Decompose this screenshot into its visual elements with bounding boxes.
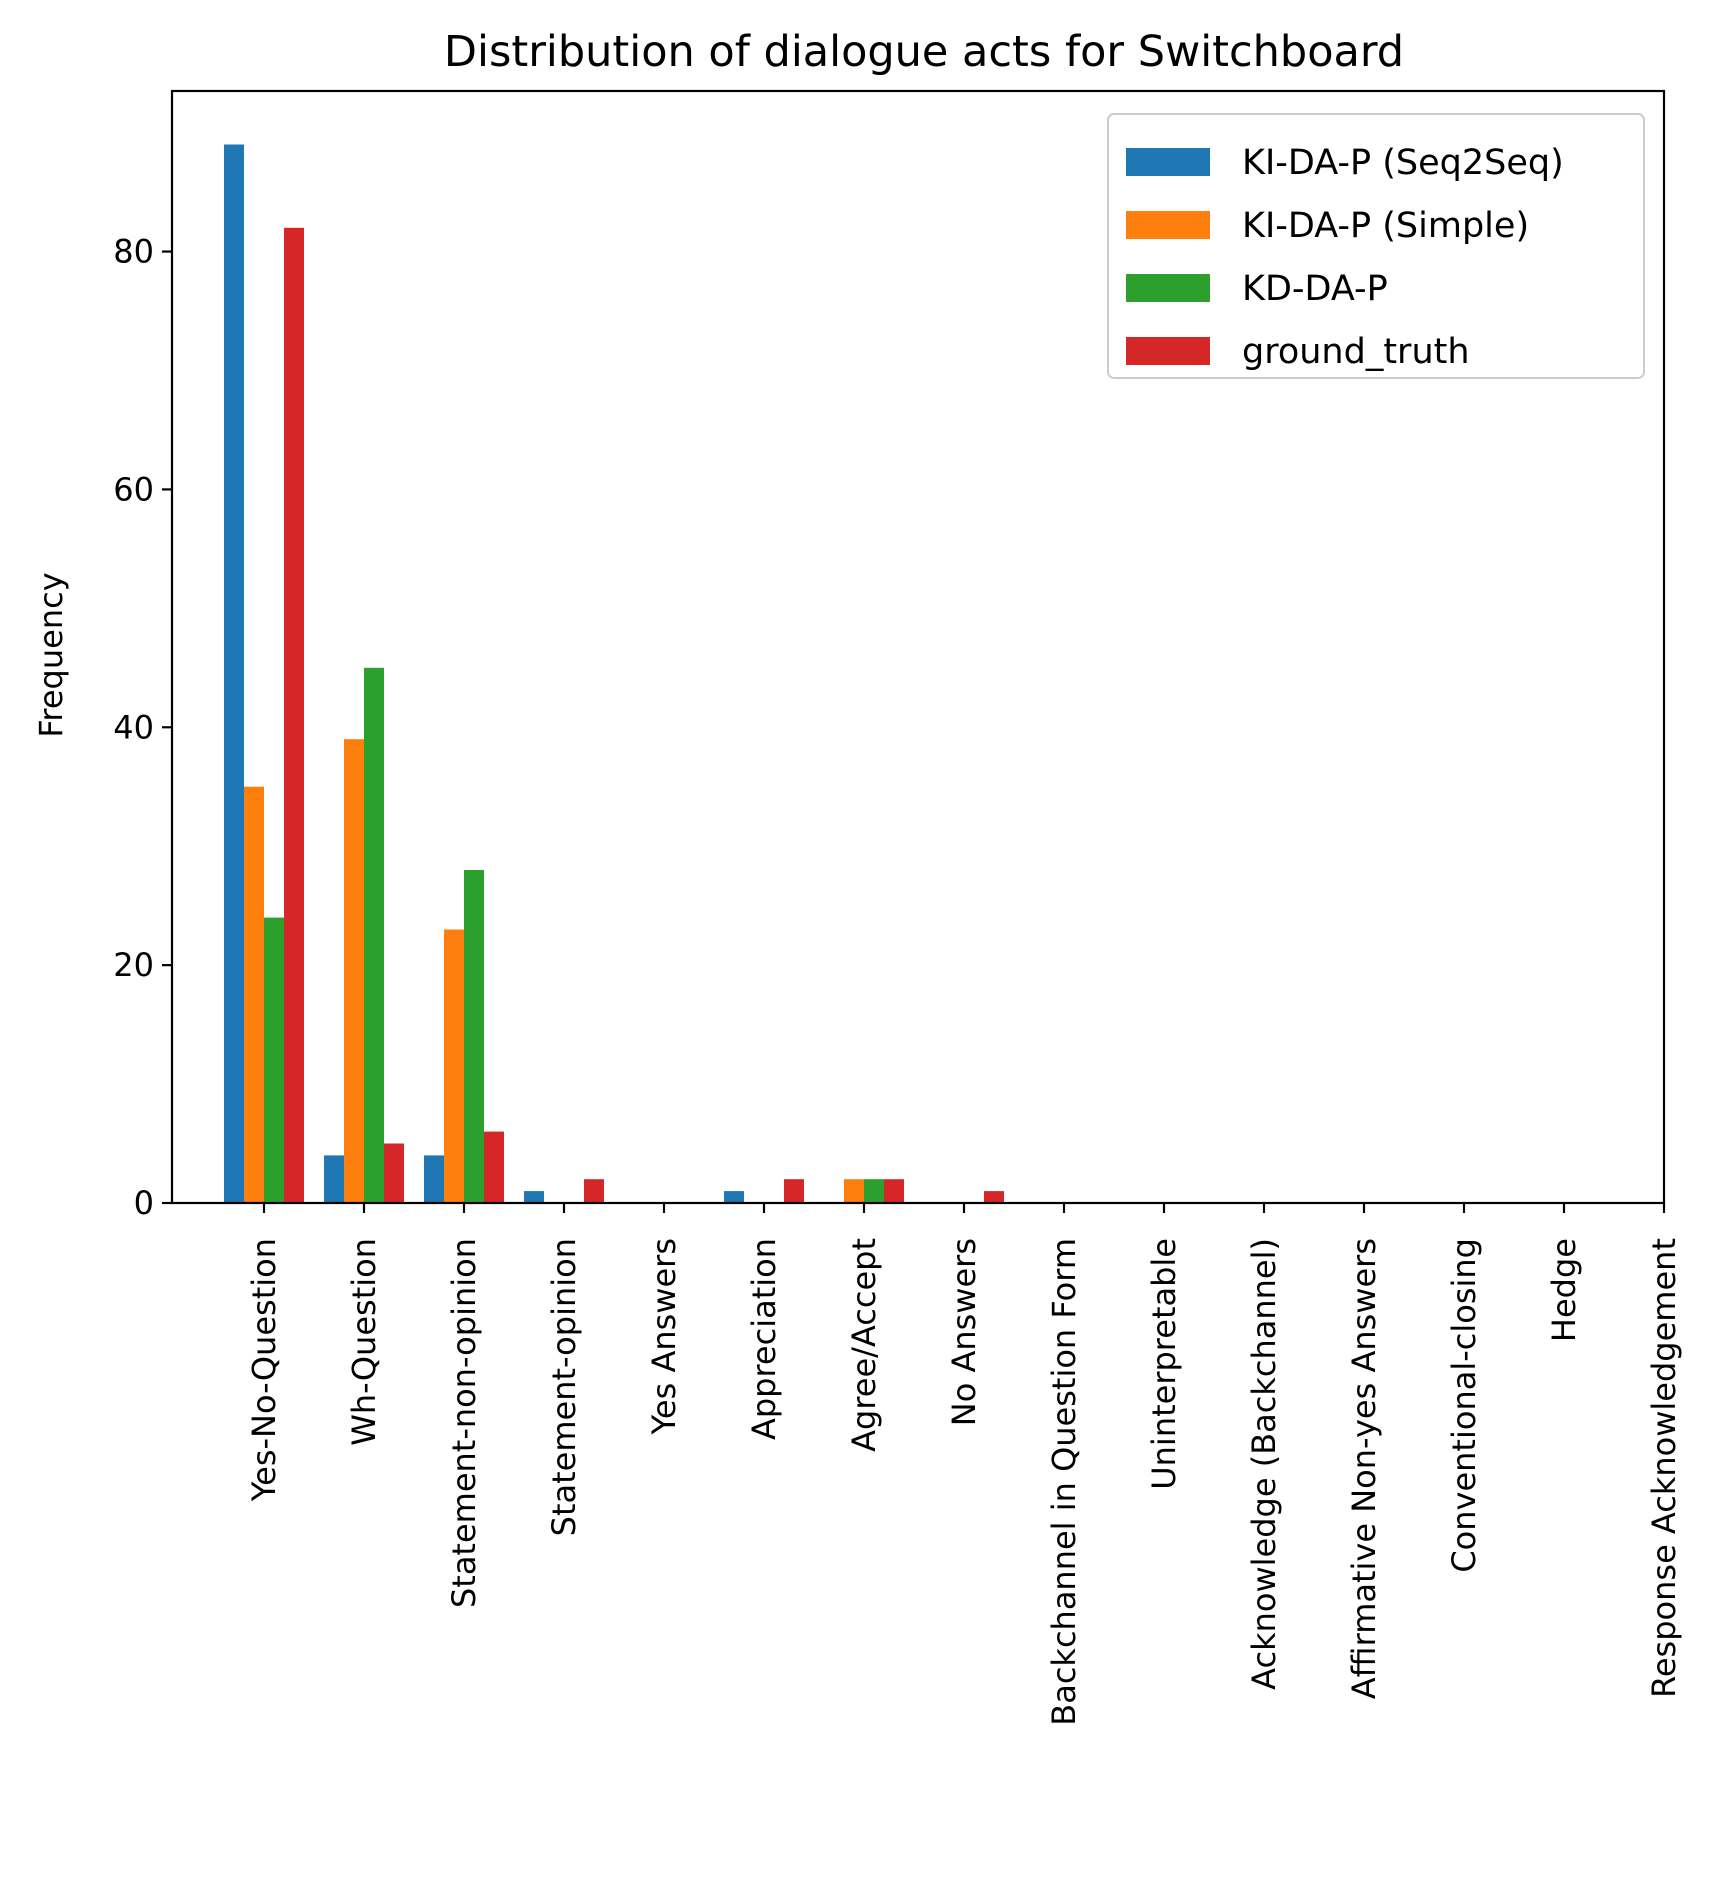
- bars-group: [224, 144, 1004, 1204]
- x-tick-label: Wh-Question: [345, 1238, 383, 1446]
- bar-ground-truth-statement-non-opinion: [484, 1131, 504, 1203]
- x-tick-label: Appreciation: [745, 1238, 783, 1440]
- x-tick-label: Response Acknowledgement: [1645, 1238, 1683, 1698]
- x-tick-label: Yes Answers: [645, 1238, 683, 1435]
- legend-label-ki-da-p-simple: KI-DA-P (Simple): [1242, 206, 1529, 246]
- legend-box: [1107, 113, 1645, 379]
- bar-ground-truth-yes-no-question: [284, 227, 304, 1204]
- bar-ki-da-p-seq2seq-statement-opinion: [524, 1191, 544, 1203]
- legend-label-ki-da-p-seq2seq: KI-DA-P (Seq2Seq): [1242, 143, 1564, 183]
- legend-swatch-ground-truth: [1126, 337, 1210, 365]
- legend: KI-DA-P (Seq2Seq) KI-DA-P (Simple) KD-DA-P…: [1107, 113, 1645, 379]
- x-tick-label: Backchannel in Question Form: [1045, 1238, 1083, 1726]
- x-tick-label: Conventional-closing: [1445, 1238, 1483, 1573]
- bar-ground-truth-agree-accept: [884, 1179, 904, 1203]
- bar-ki-da-p-seq2seq-appreciation: [724, 1191, 744, 1203]
- bar-ground-truth-no-answers: [984, 1191, 1004, 1203]
- y-axis-title: Frequency: [32, 572, 70, 737]
- bar-kd-da-p-agree-accept: [864, 1179, 884, 1203]
- x-axis: Yes-No-Question Wh-Question Statement-non-…: [245, 1203, 1683, 1726]
- plot-frame: [170, 89, 1666, 1205]
- bar-ki-da-p-simple-agree-accept: [844, 1179, 864, 1203]
- bar-ki-da-p-seq2seq-yes-no-question: [224, 144, 244, 1203]
- bar-ki-da-p-simple-yes-no-question: [244, 786, 264, 1203]
- bar-ki-da-p-seq2seq-statement-non-opinion: [424, 1155, 444, 1203]
- legend-swatch-ki-da-p-seq2seq: [1126, 148, 1210, 176]
- bar-ki-da-p-simple-wh-question: [344, 739, 364, 1203]
- bar-kd-da-p-yes-no-question: [264, 917, 284, 1203]
- x-tick-label: Statement-opinion: [545, 1238, 583, 1536]
- legend-swatch-kd-da-p: [1126, 274, 1210, 302]
- bar-kd-da-p-statement-non-opinion: [464, 870, 484, 1203]
- x-tick-label: Hedge: [1545, 1238, 1583, 1342]
- y-tick-label: 0: [134, 1184, 154, 1222]
- x-tick-label: Uninterpretable: [1145, 1238, 1183, 1490]
- x-tick-label: Affirmative Non-yes Answers: [1345, 1238, 1383, 1699]
- bar-ground-truth-statement-opinion: [584, 1179, 604, 1203]
- y-tick-label: 80: [113, 233, 154, 271]
- y-axis: 0 20 40 60 80: [113, 233, 172, 1222]
- legend-label-ground-truth: ground_truth: [1242, 332, 1470, 372]
- chart-title: Distribution of dialogue acts for Switch…: [444, 27, 1404, 77]
- legend-swatch-ki-da-p-simple: [1126, 211, 1210, 239]
- x-tick-label: No Answers: [945, 1238, 983, 1426]
- bar-ground-truth-appreciation: [784, 1179, 804, 1203]
- x-tick-label: Agree/Accept: [845, 1238, 883, 1452]
- x-tick-label: Statement-non-opinion: [445, 1238, 483, 1608]
- bar-ki-da-p-simple-statement-non-opinion: [444, 929, 464, 1203]
- bar-ground-truth-wh-question: [384, 1143, 404, 1203]
- x-tick-label: Yes-No-Question: [245, 1238, 283, 1502]
- bar-ki-da-p-seq2seq-wh-question: [324, 1155, 344, 1203]
- bar-kd-da-p-wh-question: [364, 667, 384, 1203]
- y-tick-label: 40: [113, 708, 154, 746]
- legend-label-kd-da-p: KD-DA-P: [1242, 269, 1388, 309]
- y-tick-label: 20: [113, 946, 154, 984]
- y-tick-label: 60: [113, 470, 154, 508]
- x-tick-label: Acknowledge (Backchannel): [1245, 1238, 1283, 1690]
